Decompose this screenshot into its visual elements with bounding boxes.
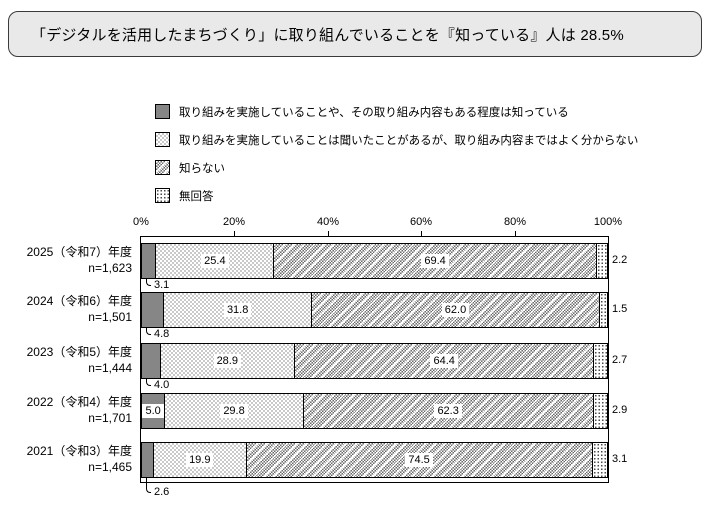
bar-row: 31.8 62.0 [141, 292, 608, 328]
row-label: 2021（令和3）年度 n=1,465 [0, 443, 132, 475]
value-label: 29.8 [220, 404, 248, 418]
bar-segment: 19.9 [154, 443, 247, 477]
legend-item-no-answer: 無回答 [155, 188, 638, 203]
value-label: 4.8 [153, 328, 171, 340]
sample-size-label: n=1,501 [88, 310, 132, 324]
bar-segment: 28.9 [160, 344, 295, 378]
diagonal-hatch-swatch-icon [155, 160, 170, 175]
bar-segment [593, 394, 607, 428]
sample-size-label: n=1,465 [88, 460, 132, 474]
value-label: 3.1 [153, 279, 171, 291]
leader-callout: 4.8 [146, 327, 171, 340]
legend-item-does-not-know: 知らない [155, 160, 638, 175]
value-label: 2.7 [612, 354, 628, 366]
bar-segment: 62.0 [312, 293, 601, 327]
sample-size-label: n=1,701 [88, 411, 132, 425]
bar-segment [142, 293, 165, 327]
leader-line [146, 378, 151, 386]
category-label: 2022（令和4）年度 [26, 395, 132, 409]
bar-row: 25.4 69.4 [141, 243, 608, 279]
legend-item-heard-of: 取り組みを実施していることは聞いたことがあるが、取り組み内容まではよく分からない [155, 132, 638, 147]
row-label: 2022（令和4）年度 n=1,701 [0, 394, 132, 426]
legend: 取り組みを実施していることや、その取り組み内容もある程度は知っている 取り組みを… [155, 104, 638, 216]
plot-area: 25.4 69.4 3.1 31.8 62.0 4.8 28.9 64.4 4.0 5.0 29.8… [140, 236, 609, 498]
legend-label: 取り組みを実施していることや、その取り組み内容もある程度は知っている [179, 106, 569, 119]
value-label: 2.6 [153, 486, 171, 498]
leader-line [146, 278, 151, 286]
bar-segment [142, 244, 157, 278]
bar-segment: 62.3 [303, 394, 594, 428]
bar-segment [596, 244, 607, 278]
bar-row: 5.0 29.8 62.3 [141, 393, 608, 429]
axis-tick-mark [515, 231, 516, 236]
bar-segment [592, 443, 607, 477]
value-label: 62.3 [434, 404, 462, 418]
bar-row: 28.9 64.4 [141, 343, 608, 379]
leader-callout: 4.0 [146, 378, 171, 391]
axis-tick-mark [328, 231, 329, 236]
value-label: 74.5 [405, 453, 433, 467]
value-label: 31.8 [223, 303, 252, 317]
category-label: 2021（令和3）年度 [26, 444, 132, 458]
x-axis-tick-label: 100% [593, 216, 623, 228]
leader-callout: 2.6 [146, 477, 171, 498]
value-label: 62.0 [441, 303, 470, 317]
value-label: 1.5 [612, 303, 628, 315]
leader-line [146, 477, 151, 493]
bar-segment: 64.4 [294, 344, 595, 378]
axis-tick-mark [421, 231, 422, 236]
bar-segment: 29.8 [165, 394, 304, 428]
bar-segment [142, 344, 161, 378]
value-label: 69.4 [421, 254, 449, 268]
x-axis-tick-label: 80% [503, 216, 527, 228]
page-title: 「デジタルを活用したまちづくり」に取り組んでいることを『知っている』人は 28.… [31, 26, 624, 44]
value-label: 4.0 [153, 379, 171, 391]
bar-segment [142, 443, 155, 477]
bar-segment: 25.4 [156, 244, 275, 278]
value-label: 25.4 [201, 254, 229, 268]
value-label: 5.0 [142, 404, 164, 418]
x-axis-tick-label: 60% [409, 216, 433, 228]
bar-segment: 31.8 [164, 293, 313, 327]
row-label: 2025（令和7）年度 n=1,623 [0, 244, 132, 276]
solid-gray-swatch-icon [155, 104, 170, 119]
value-label: 2.9 [612, 404, 628, 416]
leader-line [146, 327, 151, 335]
sample-size-label: n=1,623 [88, 261, 132, 275]
value-label: 64.4 [430, 354, 458, 368]
bar-segment [600, 293, 607, 327]
row-label: 2023（令和5）年度 n=1,444 [0, 344, 132, 376]
bar-segment: 69.4 [274, 244, 597, 278]
category-label: 2025（令和7）年度 [26, 245, 132, 259]
light-checker-swatch-icon [155, 132, 170, 147]
x-axis-tick-label: 40% [316, 216, 340, 228]
legend-label: 知らない [179, 162, 225, 175]
category-label: 2024（令和6）年度 [26, 294, 132, 308]
bar-segment [594, 344, 607, 378]
sample-size-label: n=1,444 [88, 361, 132, 375]
bar-segment: 74.5 [246, 443, 593, 477]
legend-item-knows-well: 取り組みを実施していることや、その取り組み内容もある程度は知っている [155, 104, 638, 119]
title-box: 「デジタルを活用したまちづくり」に取り組んでいることを『知っている』人は 28.… [8, 11, 702, 57]
bar-segment: 5.0 [142, 394, 166, 428]
bar-row: 19.9 74.5 [141, 442, 608, 478]
value-label: 19.9 [186, 453, 214, 467]
row-label: 2024（令和6）年度 n=1,501 [0, 293, 132, 325]
category-label: 2023（令和5）年度 [26, 345, 132, 359]
value-label: 3.1 [612, 453, 628, 465]
value-label: 28.9 [213, 354, 241, 368]
leader-callout: 3.1 [146, 278, 171, 291]
legend-label: 取り組みを実施していることは聞いたことがあるが、取り組み内容まではよく分からない [179, 134, 639, 147]
x-axis-tick-label: 20% [222, 216, 246, 228]
x-axis-tick-label: 0% [133, 216, 149, 228]
dots-swatch-icon [155, 188, 170, 203]
value-label: 2.2 [612, 254, 628, 266]
axis-tick-mark [234, 231, 235, 236]
legend-label: 無回答 [179, 190, 214, 203]
